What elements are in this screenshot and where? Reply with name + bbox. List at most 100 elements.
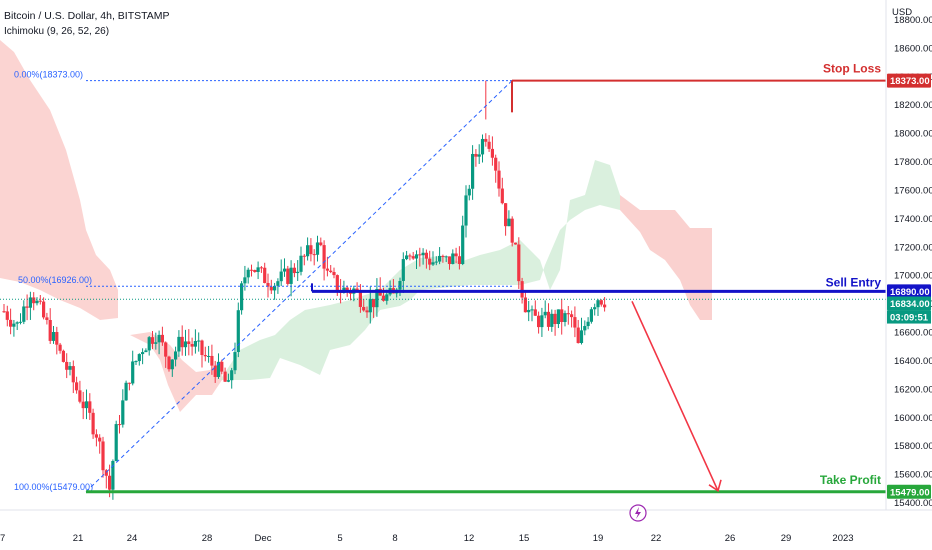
- candle-body: [457, 256, 461, 265]
- candle-body: [322, 245, 326, 269]
- candle-body: [438, 255, 442, 262]
- candle-body: [127, 382, 131, 384]
- candle-body: [223, 371, 227, 382]
- projection-arrow: [631, 300, 719, 492]
- x-tick-label: 8: [392, 533, 397, 544]
- candle-body: [537, 315, 541, 328]
- candle-body: [147, 337, 151, 351]
- candle-body: [45, 317, 49, 321]
- chart-title: Bitcoin / U.S. Dollar, 4h, BITSTAMP: [4, 10, 170, 22]
- candle-body: [200, 340, 204, 356]
- x-tick-label: 29: [781, 533, 792, 544]
- candle-body: [9, 319, 13, 327]
- candle-body: [246, 269, 250, 278]
- countdown-bg: [887, 310, 931, 324]
- candle-body: [434, 261, 438, 263]
- candle-body: [75, 382, 79, 391]
- candle-body: [431, 262, 435, 265]
- candle-body: [309, 245, 313, 255]
- fib-label-bottom: 100.00%(15479.00): [14, 482, 93, 492]
- candle-body: [444, 256, 448, 258]
- candle-body: [236, 310, 240, 353]
- indicator-label[interactable]: Ichimoku (9, 26, 52, 26): [4, 26, 110, 37]
- candle-body: [467, 188, 471, 196]
- candle-body: [497, 170, 501, 189]
- candle-body: [289, 267, 293, 284]
- candle-body: [117, 424, 122, 426]
- candle-body: [299, 255, 303, 272]
- y-tick-label: 18800.00: [894, 15, 932, 26]
- cloud-bear-right: [620, 195, 712, 320]
- y-tick-label: 16000.00: [894, 413, 932, 424]
- y-tick-label: 17200.00: [894, 242, 932, 253]
- flash-icon[interactable]: [629, 504, 647, 522]
- candle-body: [253, 270, 257, 272]
- candle-body: [203, 355, 207, 357]
- fib-label-mid: 50.00%(16926.00): [18, 275, 92, 285]
- candle-body: [160, 334, 164, 343]
- candle-body: [131, 361, 135, 384]
- candle-body: [345, 287, 349, 291]
- candle-body: [42, 301, 46, 318]
- stop-loss-label: Stop Loss: [823, 62, 881, 76]
- candle-body: [94, 434, 98, 438]
- candle-body: [563, 313, 567, 323]
- candle-body: [520, 281, 524, 298]
- candle-body: [332, 272, 336, 276]
- candle-body: [144, 350, 148, 353]
- cloud-bull: [220, 160, 620, 380]
- candle-body: [220, 361, 224, 372]
- candle-body: [2, 311, 6, 313]
- sell-entry-label: Sell Entry: [826, 275, 882, 289]
- candle-body: [177, 336, 181, 352]
- candle-body: [22, 306, 26, 322]
- candle-body: [263, 267, 267, 283]
- candle-body: [507, 218, 511, 227]
- candle-body: [362, 306, 366, 311]
- x-tick-label: 26: [725, 533, 736, 544]
- candle-body: [124, 382, 128, 401]
- candle-body: [428, 258, 432, 265]
- candle-body: [335, 275, 339, 292]
- candle-body: [550, 313, 554, 327]
- time-axis: 17 21 24 28 Dec 5 8 12 15 19 22 26 29 2023: [0, 533, 854, 544]
- chart-drawings: 0.00%(18373.00) 50.00%(16926.00) 100.00%(1…: [0, 62, 886, 494]
- candle-body: [385, 294, 389, 301]
- candle-body: [368, 298, 372, 313]
- candle-body: [381, 295, 386, 301]
- x-tick-label: 28: [202, 533, 213, 544]
- candle-body: [523, 297, 527, 313]
- candle-body: [471, 153, 475, 189]
- candle-body: [556, 309, 560, 325]
- candle-body: [193, 341, 197, 347]
- candle-body: [190, 344, 194, 347]
- candle-body: [210, 355, 214, 366]
- candle-body: [266, 282, 270, 287]
- cloud-bear-mid: [130, 332, 222, 412]
- candle-body: [108, 475, 112, 490]
- candle-body: [137, 354, 141, 362]
- y-tick-label: 17600.00: [894, 185, 932, 196]
- candle-body: [490, 148, 494, 158]
- candle-body: [570, 314, 574, 318]
- candle-body: [28, 297, 32, 308]
- candle-body: [593, 307, 597, 310]
- candle-body: [447, 256, 452, 265]
- candle-body: [230, 370, 234, 381]
- take-profit-price-tag-bg: [887, 484, 931, 499]
- candle-body: [372, 298, 376, 308]
- current-price-tag: 16834.00: [890, 299, 930, 310]
- candle-body: [121, 400, 125, 425]
- x-tick-label: 17: [0, 533, 5, 544]
- candle-body: [35, 300, 39, 304]
- y-tick-label: 17800.00: [894, 157, 932, 168]
- y-tick-label: 15400.00: [894, 498, 932, 509]
- candle-body: [365, 310, 369, 313]
- candle-body: [451, 253, 455, 265]
- candle-body: [474, 153, 478, 157]
- fib-label-top: 0.00%(18373.00): [14, 70, 83, 80]
- candle-body: [599, 300, 603, 305]
- candle-body: [325, 268, 329, 271]
